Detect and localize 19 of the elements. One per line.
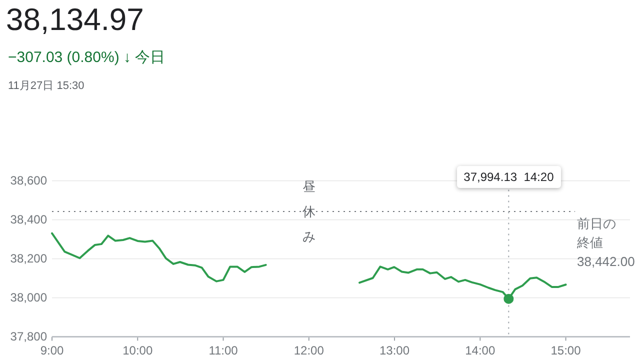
y-tick-label: 37,800 (10, 330, 48, 344)
y-tick-label: 38,600 (10, 174, 48, 188)
line-series (51, 232, 267, 282)
x-tick-label: 15:00 (550, 344, 582, 358)
y-tick-label: 38,200 (10, 252, 48, 266)
x-tick-label: 13:00 (380, 344, 410, 358)
annotation: 昼休み (302, 178, 316, 246)
x-tick-label: 11:00 (208, 344, 238, 358)
y-tick-label: 38,400 (10, 212, 48, 227)
x-tick-label: 10:00 (122, 344, 153, 358)
x-tick-label: 9:00 (40, 344, 64, 358)
x-tick-label: 14:00 (465, 344, 496, 358)
ref-line-label: 前日の終値 38,442.00 (577, 214, 635, 270)
chart-subtitle: −307.03 (0.80%) ↓ 今日 (8, 48, 166, 67)
x-tick-label: 12:00 (294, 344, 324, 358)
text: 11月27日 15:30 (8, 79, 84, 93)
y-tick-label: 38,000 (10, 290, 48, 305)
chart-title: 38,134.97 (6, 2, 144, 38)
annotation: 37,994.13 14:20 (456, 166, 561, 188)
